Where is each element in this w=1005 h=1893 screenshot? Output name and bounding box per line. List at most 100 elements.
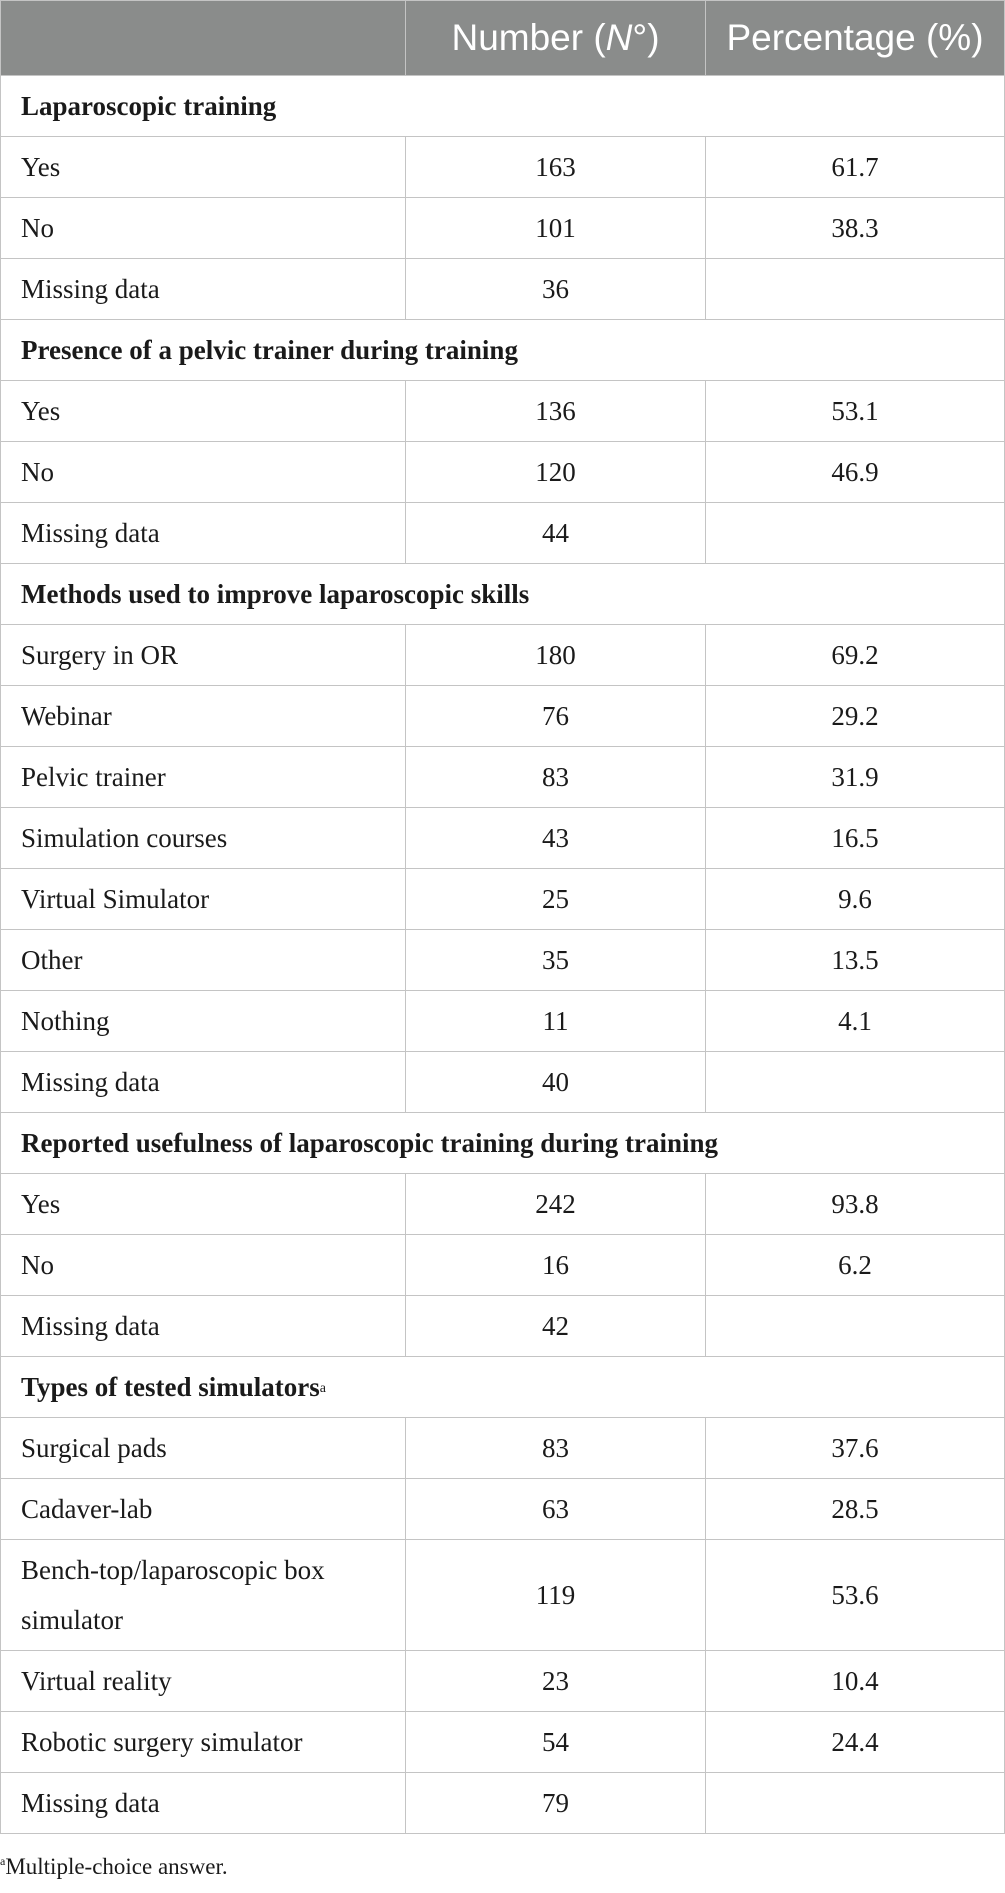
section-title-text: Laparoscopic training: [21, 91, 277, 121]
row-number: 43: [405, 807, 706, 869]
row-percentage: 31.9: [705, 746, 1005, 808]
footnote-reference: a: [319, 1381, 326, 1396]
row-label: Other: [0, 929, 406, 991]
table-row: Yes 242 93.8: [0, 1173, 1005, 1235]
row-number: 163: [405, 136, 706, 198]
row-number: 63: [405, 1478, 706, 1540]
table-row: Missing data 42: [0, 1295, 1005, 1357]
section-title: Types of tested simulatorsa: [0, 1356, 1005, 1418]
row-percentage: [705, 502, 1005, 564]
row-percentage: 6.2: [705, 1234, 1005, 1296]
row-percentage: 28.5: [705, 1478, 1005, 1540]
row-number: 76: [405, 685, 706, 747]
row-percentage: 53.1: [705, 380, 1005, 442]
survey-table-container: Number (N°) Percentage (%) Laparoscopic …: [0, 0, 1005, 1834]
row-percentage: 61.7: [705, 136, 1005, 198]
row-label: Yes: [0, 1173, 406, 1235]
table-row: Missing data 79: [0, 1772, 1005, 1834]
table-row: Bench-top/laparoscopic box simulator 119 5…: [0, 1539, 1005, 1651]
row-label: No: [0, 1234, 406, 1296]
row-label: Webinar: [0, 685, 406, 747]
section-title: Presence of a pelvic trainer during trai…: [0, 319, 1005, 381]
row-percentage: [705, 258, 1005, 320]
table-row: Virtual reality 23 10.4: [0, 1650, 1005, 1712]
row-percentage: 10.4: [705, 1650, 1005, 1712]
row-percentage: 16.5: [705, 807, 1005, 869]
table-row: Other 35 13.5: [0, 929, 1005, 991]
table-row: Yes 163 61.7: [0, 136, 1005, 198]
row-number: 25: [405, 868, 706, 930]
survey-table: Number (N°) Percentage (%) Laparoscopic …: [0, 0, 1005, 1834]
table-row: Nothing 11 4.1: [0, 990, 1005, 1052]
row-label: Yes: [0, 380, 406, 442]
table-row: Missing data 40: [0, 1051, 1005, 1113]
row-number: 36: [405, 258, 706, 320]
section-title-text: Types of tested simulators: [21, 1372, 320, 1402]
row-percentage: 38.3: [705, 197, 1005, 259]
table-row: Missing data 44: [0, 502, 1005, 564]
section-title: Laparoscopic training: [0, 75, 1005, 137]
table-row: Webinar 76 29.2: [0, 685, 1005, 747]
row-percentage: 69.2: [705, 624, 1005, 686]
table-row: Robotic surgery simulator 54 24.4: [0, 1711, 1005, 1773]
row-label: Pelvic trainer: [0, 746, 406, 808]
row-label: Missing data: [0, 258, 406, 320]
table-row: Yes 136 53.1: [0, 380, 1005, 442]
row-label: Missing data: [0, 1051, 406, 1113]
footnote-marker: a: [0, 1854, 6, 1868]
row-number: 101: [405, 197, 706, 259]
table-header-row: Number (N°) Percentage (%): [0, 0, 1005, 76]
section-header-row: Types of tested simulatorsa: [0, 1356, 1005, 1418]
row-percentage: 9.6: [705, 868, 1005, 930]
row-label: Yes: [0, 136, 406, 198]
section-title-text: Reported usefulness of laparoscopic trai…: [21, 1128, 719, 1158]
row-number: 79: [405, 1772, 706, 1834]
table-row: Virtual Simulator 25 9.6: [0, 868, 1005, 930]
row-percentage: 13.5: [705, 929, 1005, 991]
section-title-text: Methods used to improve laparoscopic ski…: [21, 579, 530, 609]
section-title: Reported usefulness of laparoscopic trai…: [0, 1112, 1005, 1174]
table-row: No 120 46.9: [0, 441, 1005, 503]
section-header-row: Laparoscopic training: [0, 75, 1005, 137]
table-row: Surgical pads 83 37.6: [0, 1417, 1005, 1479]
row-label: Missing data: [0, 502, 406, 564]
row-number: 242: [405, 1173, 706, 1235]
header-percentage: Percentage (%): [705, 0, 1005, 76]
table-row: Simulation courses 43 16.5: [0, 807, 1005, 869]
row-percentage: 24.4: [705, 1711, 1005, 1773]
row-number: 40: [405, 1051, 706, 1113]
table-row: No 16 6.2: [0, 1234, 1005, 1296]
table-row: Pelvic trainer 83 31.9: [0, 746, 1005, 808]
row-label: Missing data: [0, 1772, 406, 1834]
row-label: Virtual reality: [0, 1650, 406, 1712]
row-label: Robotic surgery simulator: [0, 1711, 406, 1773]
section-header-row: Presence of a pelvic trainer during trai…: [0, 319, 1005, 381]
row-percentage: [705, 1051, 1005, 1113]
row-percentage: 93.8: [705, 1173, 1005, 1235]
row-percentage: 46.9: [705, 441, 1005, 503]
header-number: Number (N°): [405, 0, 706, 76]
row-number: 83: [405, 746, 706, 808]
row-label: Bench-top/laparoscopic box simulator: [0, 1539, 406, 1651]
row-label: Virtual Simulator: [0, 868, 406, 930]
row-number: 16: [405, 1234, 706, 1296]
table-row: Cadaver-lab 63 28.5: [0, 1478, 1005, 1540]
row-number: 136: [405, 380, 706, 442]
section-header-row: Reported usefulness of laparoscopic trai…: [0, 1112, 1005, 1174]
row-number: 54: [405, 1711, 706, 1773]
row-number: 180: [405, 624, 706, 686]
row-number: 42: [405, 1295, 706, 1357]
row-percentage: [705, 1772, 1005, 1834]
row-label: Missing data: [0, 1295, 406, 1357]
table-row: Missing data 36: [0, 258, 1005, 320]
table-row: No 101 38.3: [0, 197, 1005, 259]
row-percentage: 37.6: [705, 1417, 1005, 1479]
row-label: Simulation courses: [0, 807, 406, 869]
row-number: 11: [405, 990, 706, 1052]
table-footnote: aMultiple-choice answer.: [0, 1854, 228, 1880]
row-label: Cadaver-lab: [0, 1478, 406, 1540]
row-label: No: [0, 441, 406, 503]
table-body: Laparoscopic training Yes 163 61.7 No 101 38.3…: [0, 75, 1005, 1834]
row-number: 119: [405, 1539, 706, 1651]
row-label: Nothing: [0, 990, 406, 1052]
